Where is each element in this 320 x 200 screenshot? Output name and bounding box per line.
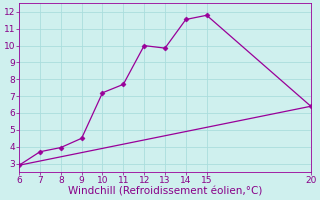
X-axis label: Windchill (Refroidissement éolien,°C): Windchill (Refroidissement éolien,°C) xyxy=(68,187,262,197)
